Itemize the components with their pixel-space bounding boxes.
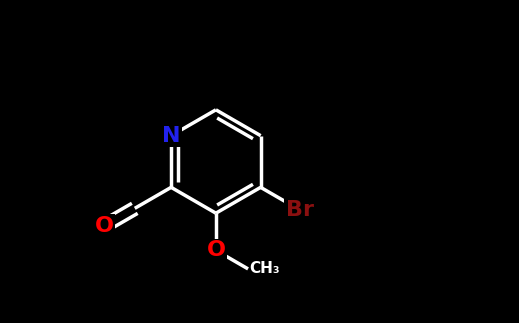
- Text: O: O: [207, 240, 225, 260]
- Text: N: N: [162, 126, 181, 146]
- Text: O: O: [94, 216, 114, 236]
- Text: Br: Br: [286, 200, 314, 220]
- Text: CH₃: CH₃: [250, 261, 280, 276]
